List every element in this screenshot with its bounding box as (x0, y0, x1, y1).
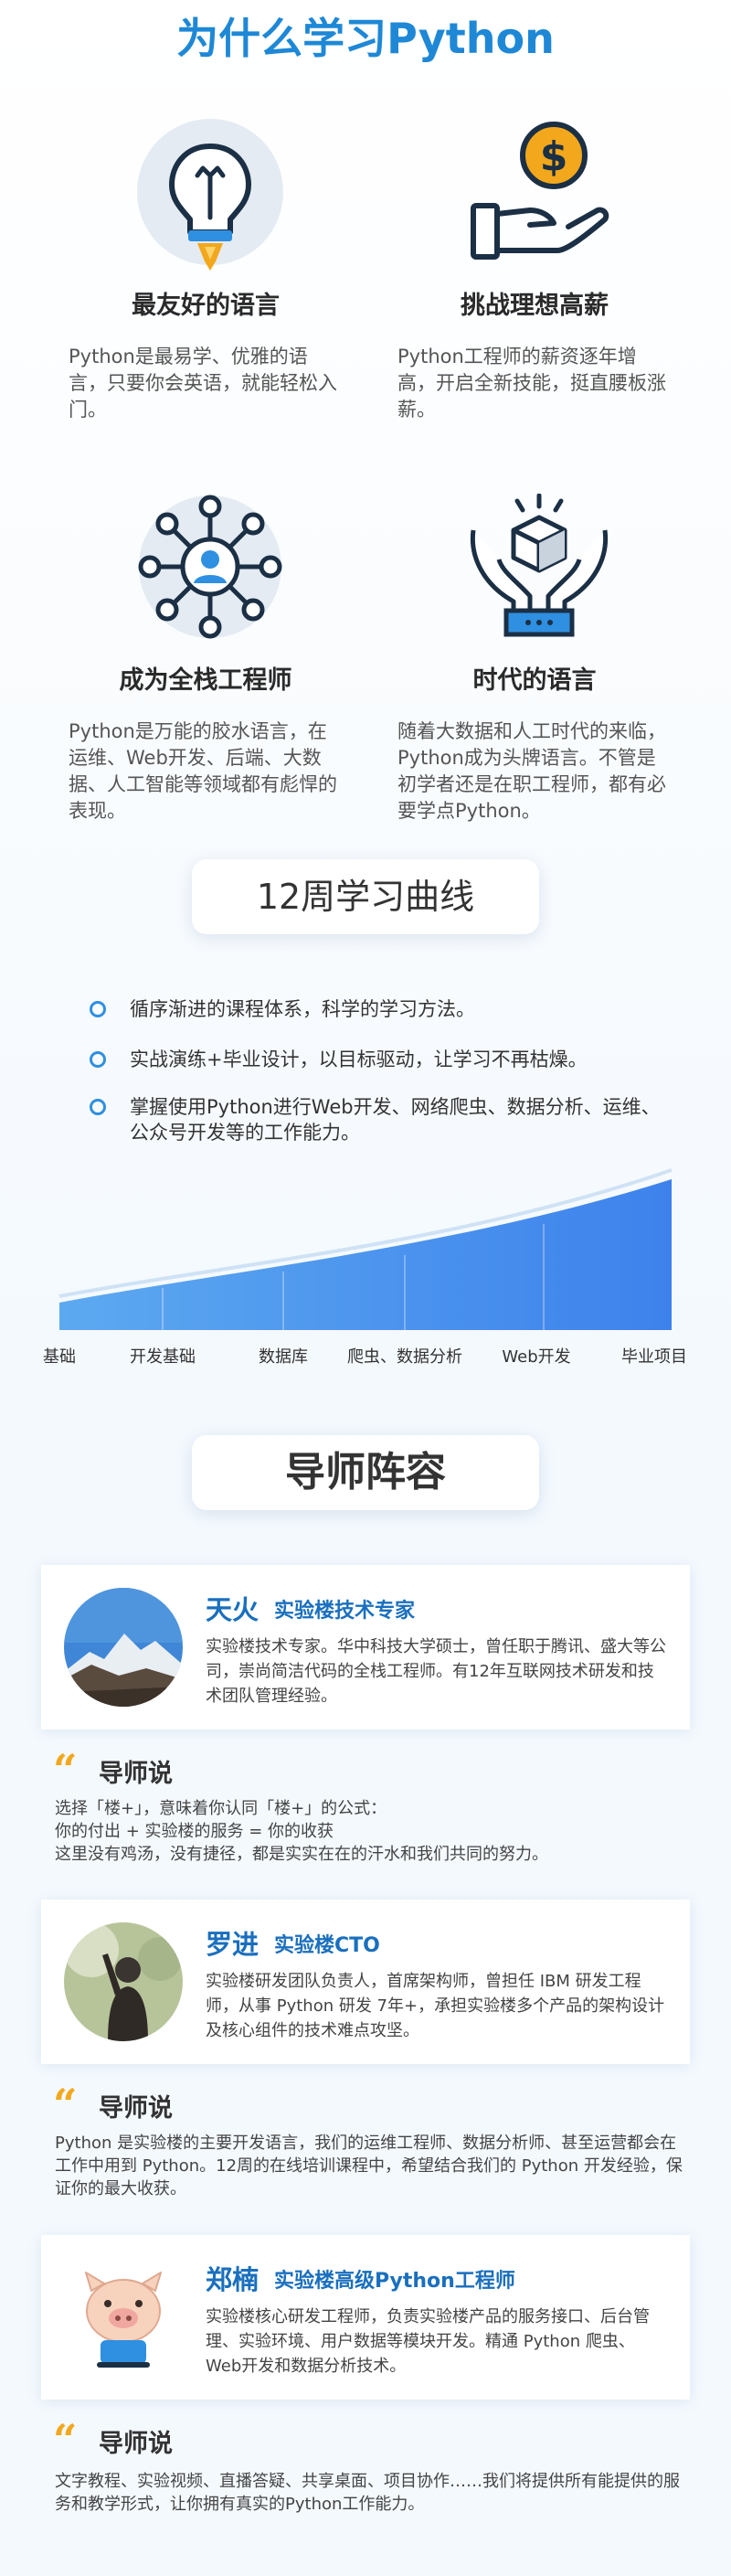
mentor-role: 实验楼技术专家 (274, 1600, 416, 1623)
curve-stage-label: 爬虫、数据分析 (347, 1347, 462, 1367)
reason-description: Python工程师的薪资逐年增高，开启全新技能，挺直腰板涨薪。 (397, 346, 666, 420)
mentor-role: 实验楼高级Python工程师 (274, 2270, 515, 2293)
list-item: 循序渐进的课程体系，科学的学习方法。 (90, 996, 674, 1022)
quote-line: 你的付出 + 实验楼的服务 = 你的收获 (55, 1822, 334, 1841)
coin-hand-icon: $ (397, 119, 672, 283)
mentor-says-label: 导师说 (99, 1760, 173, 1788)
reason-title: 挑战理想高薪 (461, 292, 609, 320)
mentor-says-label: 导师说 (99, 2094, 173, 2123)
list-item: 实战演练+毕业设计，以目标驱动，让学习不再枯燥。 (90, 1047, 674, 1072)
avatar (64, 1922, 183, 2041)
curve-stage-label: 毕业项目 (621, 1347, 687, 1367)
mentor-bio: 实验楼研发团队负责人，首席架构师，曾担任 IBM 研发工程师，从事 Python… (206, 1972, 665, 2040)
mentor-name: 郑楠 (206, 2264, 260, 2295)
reason-description: Python是最易学、优雅的语言，只要你会英语，就能轻松入门。 (69, 346, 337, 420)
lightbulb-rocket-icon (69, 119, 343, 283)
learning-curve-graphic (58, 1168, 673, 1330)
reason-title: 最友好的语言 (132, 292, 280, 320)
quote-line: 这里没有鸡汤，没有捷径，都是实实在在的汗水和我们共同的努力。 (55, 1845, 548, 1864)
bullet-circle-icon (90, 1051, 106, 1068)
list-item: 掌握使用Python进行Web开发、网络爬虫、数据分析、运维、公众号开发等的工作… (90, 1094, 674, 1145)
mentor-card: 天火 实验楼技术专家 实验楼技术专家。华中科技大学硕士，曾任职于腾讯、盛大等公司… (41, 1565, 690, 1730)
mentor-quote: Python 是实验楼的主要开发语言，我们的运维工程师、数据分析师、甚至运营都会… (55, 2132, 685, 2200)
reason-description: Python是万能的胶水语言，在运维、Web开发、后端、大数据、人工智能等领域都… (69, 720, 337, 822)
bullet-text: 实战演练+毕业设计，以目标驱动，让学习不再枯燥。 (130, 1048, 588, 1070)
mentor-name: 天火 (206, 1594, 260, 1625)
bullet-circle-icon (90, 1001, 106, 1017)
reason-title: 时代的语言 (472, 666, 597, 695)
curve-stage-label: 数据库 (259, 1347, 308, 1367)
reason-description: 随着大数据和人工时代的来临，Python成为头牌语言。不管是初学者还是在职工程师… (397, 720, 666, 822)
mentor-bio: 实验楼技术专家。华中科技大学硕士，曾任职于腾讯、盛大等公司，崇尚简洁代码的全栈工… (206, 1637, 666, 1706)
mentor-card: 郑楠 实验楼高级Python工程师 实验楼核心研发工程师，负责实验楼产品的服务接… (41, 2235, 690, 2400)
mentor-name: 罗进 (206, 1929, 260, 1960)
avatar (64, 2258, 183, 2377)
curve-stage-label: Web开发 (502, 1347, 571, 1367)
quote-icon: “ (53, 1745, 78, 1794)
bullet-text: 循序渐进的课程体系，科学的学习方法。 (130, 998, 475, 1020)
page-title: 为什么学习Python (176, 14, 555, 63)
quote-icon: “ (53, 2080, 78, 2129)
curve-stage-label: 开发基础 (130, 1347, 196, 1367)
mentor-role: 实验楼CTO (274, 1934, 380, 1957)
mentor-section-title: 导师阵容 (192, 1435, 539, 1510)
network-person-icon (69, 494, 343, 658)
hands-cube-icon (397, 494, 672, 658)
mentor-says-label: 导师说 (99, 2430, 173, 2458)
quote-icon: “ (53, 2415, 78, 2464)
reason-title: 成为全栈工程师 (119, 666, 292, 695)
mentor-quote: 文字教程、实验视频、直播答疑、共享桌面、项目协作……我们将提供所有能提供的服务和… (55, 2470, 685, 2516)
quote-line: 选择「楼+」，意味着你认同「楼+」的公式： (55, 1799, 387, 1818)
mentor-bio: 实验楼核心研发工程师，负责实验楼产品的服务接口、后台管理、实验环境、用户数据等模… (206, 2307, 650, 2376)
curve-stage-label: 基础 (43, 1347, 76, 1367)
avatar (64, 1588, 183, 1707)
quote-line: 文字教程、实验视频、直播答疑、共享桌面、项目协作……我们将提供所有能提供的服务和… (55, 2472, 680, 2514)
quote-line: Python 是实验楼的主要开发语言，我们的运维工程师、数据分析师、甚至运营都会… (55, 2134, 683, 2198)
mentor-quote: 选择「楼+」，意味着你认同「楼+」的公式： 你的付出 + 实验楼的服务 = 你的… (55, 1797, 685, 1866)
bullet-text: 掌握使用Python进行Web开发、网络爬虫、数据分析、运维、公众号开发等的工作… (130, 1096, 661, 1144)
bullet-circle-icon (90, 1099, 106, 1115)
svg-text:$: $ (540, 133, 568, 180)
mentor-card: 罗进 实验楼CTO 实验楼研发团队负责人，首席架构师，曾担任 IBM 研发工程师… (41, 1900, 690, 2064)
curve-section-title: 12周学习曲线 (192, 859, 539, 934)
